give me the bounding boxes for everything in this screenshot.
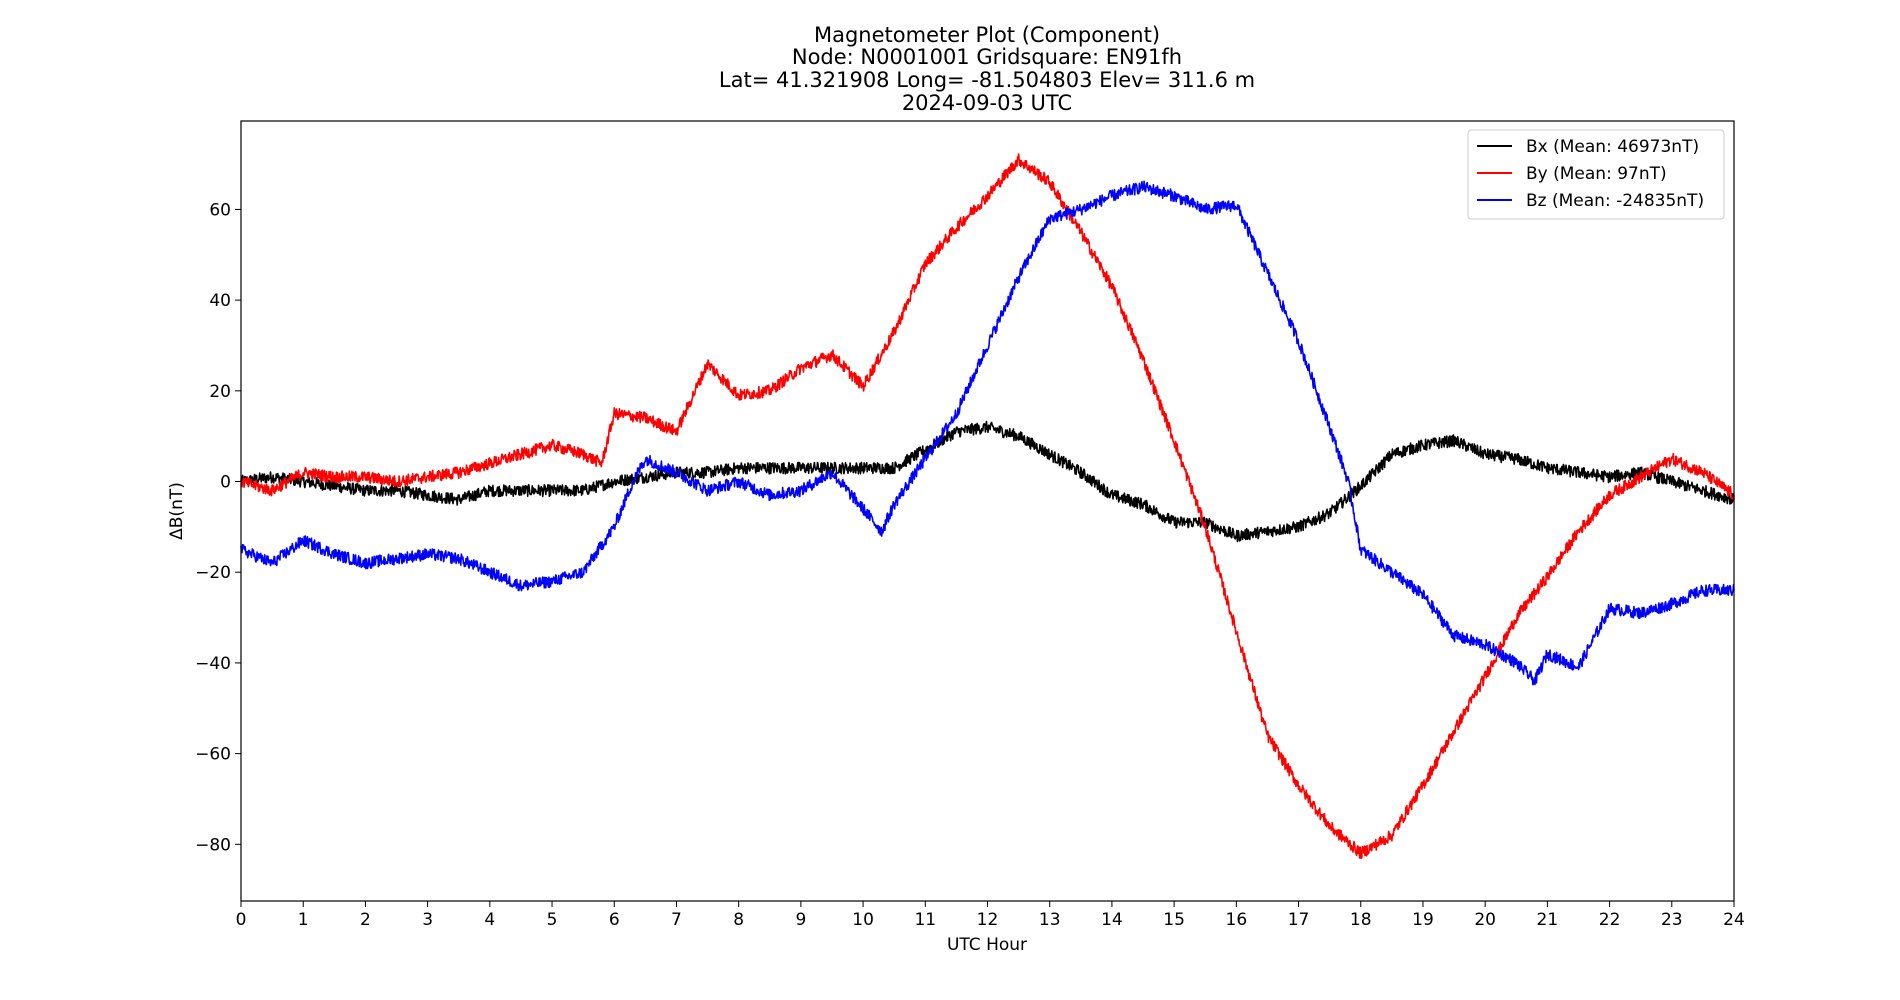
- x-tick-label: 17: [1288, 910, 1310, 930]
- series-lines: [240, 153, 1735, 860]
- y-tick-label: −40: [195, 654, 231, 674]
- x-axis: 0 1 2 3 4 5 6 7 8 9 10 11 12 13 14 15 16 17 18 19 20 21 22 23 24: [236, 901, 1745, 930]
- y-axis: 60 40 20 0 −20 −40 −60 −80: [195, 200, 241, 855]
- y-tick-label: 20: [209, 382, 231, 402]
- x-tick-label: 20: [1474, 910, 1496, 930]
- x-tick-label: 23: [1661, 910, 1683, 930]
- x-tick-label: 24: [1723, 910, 1745, 930]
- legend: Bx (Mean: 46973nT) By (Mean: 97nT) Bz (Mea…: [1467, 129, 1725, 220]
- x-tick-label: 12: [977, 910, 999, 930]
- plot-area-frame: [240, 120, 1735, 902]
- y-tick-label: −80: [195, 835, 231, 855]
- y-tick-label: 40: [209, 291, 231, 311]
- y-tick-label: −20: [195, 563, 231, 583]
- x-tick-label: 7: [671, 910, 682, 930]
- x-tick-label: 0: [236, 910, 247, 930]
- x-tick-label: 11: [914, 910, 936, 930]
- x-tick-label: 15: [1163, 910, 1185, 930]
- bx-series-line: [240, 420, 1735, 543]
- title-line-4: 2024-09-03 UTC: [902, 91, 1072, 115]
- x-axis-label: UTC Hour: [947, 935, 1027, 955]
- x-tick-label: 16: [1226, 910, 1248, 930]
- x-tick-label: 14: [1101, 910, 1123, 930]
- x-tick-label: 9: [795, 910, 806, 930]
- by-series-line: [240, 153, 1735, 860]
- x-tick-label: 8: [733, 910, 744, 930]
- y-tick-label: −60: [195, 745, 231, 765]
- y-axis-label: ΔB(nT): [167, 482, 187, 540]
- title-line-2: Node: N0001001 Gridsquare: EN91fh: [792, 45, 1182, 69]
- title-line-1: Magnetometer Plot (Component): [814, 23, 1160, 47]
- x-tick-label: 6: [609, 910, 620, 930]
- x-tick-label: 13: [1039, 910, 1061, 930]
- x-tick-label: 5: [547, 910, 558, 930]
- by-legend-label: By (Mean: 97nT): [1526, 164, 1667, 184]
- x-tick-label: 10: [852, 910, 874, 930]
- x-tick-label: 19: [1412, 910, 1434, 930]
- bx-legend-label: Bx (Mean: 46973nT): [1526, 137, 1699, 157]
- bz-legend-label: Bz (Mean: -24835nT): [1526, 191, 1704, 211]
- bz-series-line: [240, 180, 1735, 686]
- x-tick-label: 18: [1350, 910, 1372, 930]
- y-tick-label: 0: [220, 473, 231, 493]
- title-line-3: Lat= 41.321908 Long= -81.504803 Elev= 31…: [719, 68, 1255, 92]
- x-tick-label: 4: [484, 910, 495, 930]
- x-tick-label: 1: [298, 910, 309, 930]
- x-tick-label: 2: [360, 910, 371, 930]
- legend-box: [1467, 129, 1725, 220]
- chart-title: Magnetometer Plot (Component) Node: N000…: [719, 23, 1255, 115]
- y-tick-label: 60: [209, 200, 231, 220]
- x-tick-label: 21: [1537, 910, 1559, 930]
- x-tick-label: 22: [1599, 910, 1621, 930]
- x-tick-label: 3: [422, 910, 433, 930]
